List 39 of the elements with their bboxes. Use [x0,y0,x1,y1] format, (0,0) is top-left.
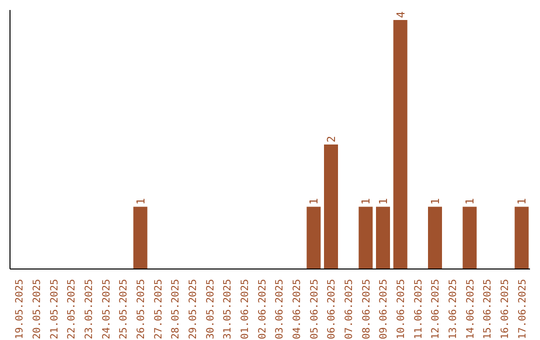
x-tick-label: 23.05.2025 [84,279,95,340]
x-tick-label: 09.06.2025 [378,279,390,340]
x-tick-label: 02.06.2025 [257,279,268,340]
x-tick-label: 10.06.2025 [396,279,407,340]
x-tick-label: 13.06.2025 [448,279,459,340]
data-label: 1 [360,198,373,205]
x-tick-label: 04.06.2025 [292,279,303,340]
x-tick-label: 24.05.2025 [101,279,112,340]
x-tick-label: 15.06.2025 [482,279,494,340]
data-label: 1 [516,198,529,205]
x-tick-label: 05.06.2025 [309,279,320,340]
x-tick-label: 14.06.2025 [465,279,476,340]
x-tick-label: 06.06.2025 [326,279,338,340]
x-tick-label: 20.05.2025 [32,279,43,340]
x-tick-label: 26.05.2025 [136,279,147,340]
x-tick-label: 25.05.2025 [118,279,130,340]
data-label: 2 [325,136,338,142]
data-label: 1 [308,198,321,205]
x-tick-label: 19.05.2025 [14,279,26,340]
x-tick-label: 27.05.2025 [153,279,164,340]
x-tick-label: 31.05.2025 [222,279,234,340]
x-tick-label: 16.06.2025 [500,279,511,340]
data-label: 1 [429,198,442,205]
x-tick-label: 21.05.2025 [49,279,60,340]
x-tick-label: 07.06.2025 [344,279,355,340]
x-tick-label: 29.05.2025 [188,279,199,340]
data-label: 4 [394,11,408,18]
x-tick-label: 08.06.2025 [361,279,372,340]
x-tick-label: 28.05.2025 [170,279,182,340]
x-tick-label: 11.06.2025 [413,279,424,340]
data-label: 1 [464,198,477,205]
data-label: 1 [134,198,148,205]
x-tick-label: 03.06.2025 [274,279,286,340]
x-tick-label: 22.05.2025 [66,279,78,340]
x-tick-label: 01.06.2025 [240,279,251,340]
x-tick-label: 30.05.2025 [205,279,216,340]
x-tick-label: 12.06.2025 [430,279,442,340]
data-label: 1 [377,198,390,205]
x-tick-label: 17.06.2025 [517,279,528,340]
